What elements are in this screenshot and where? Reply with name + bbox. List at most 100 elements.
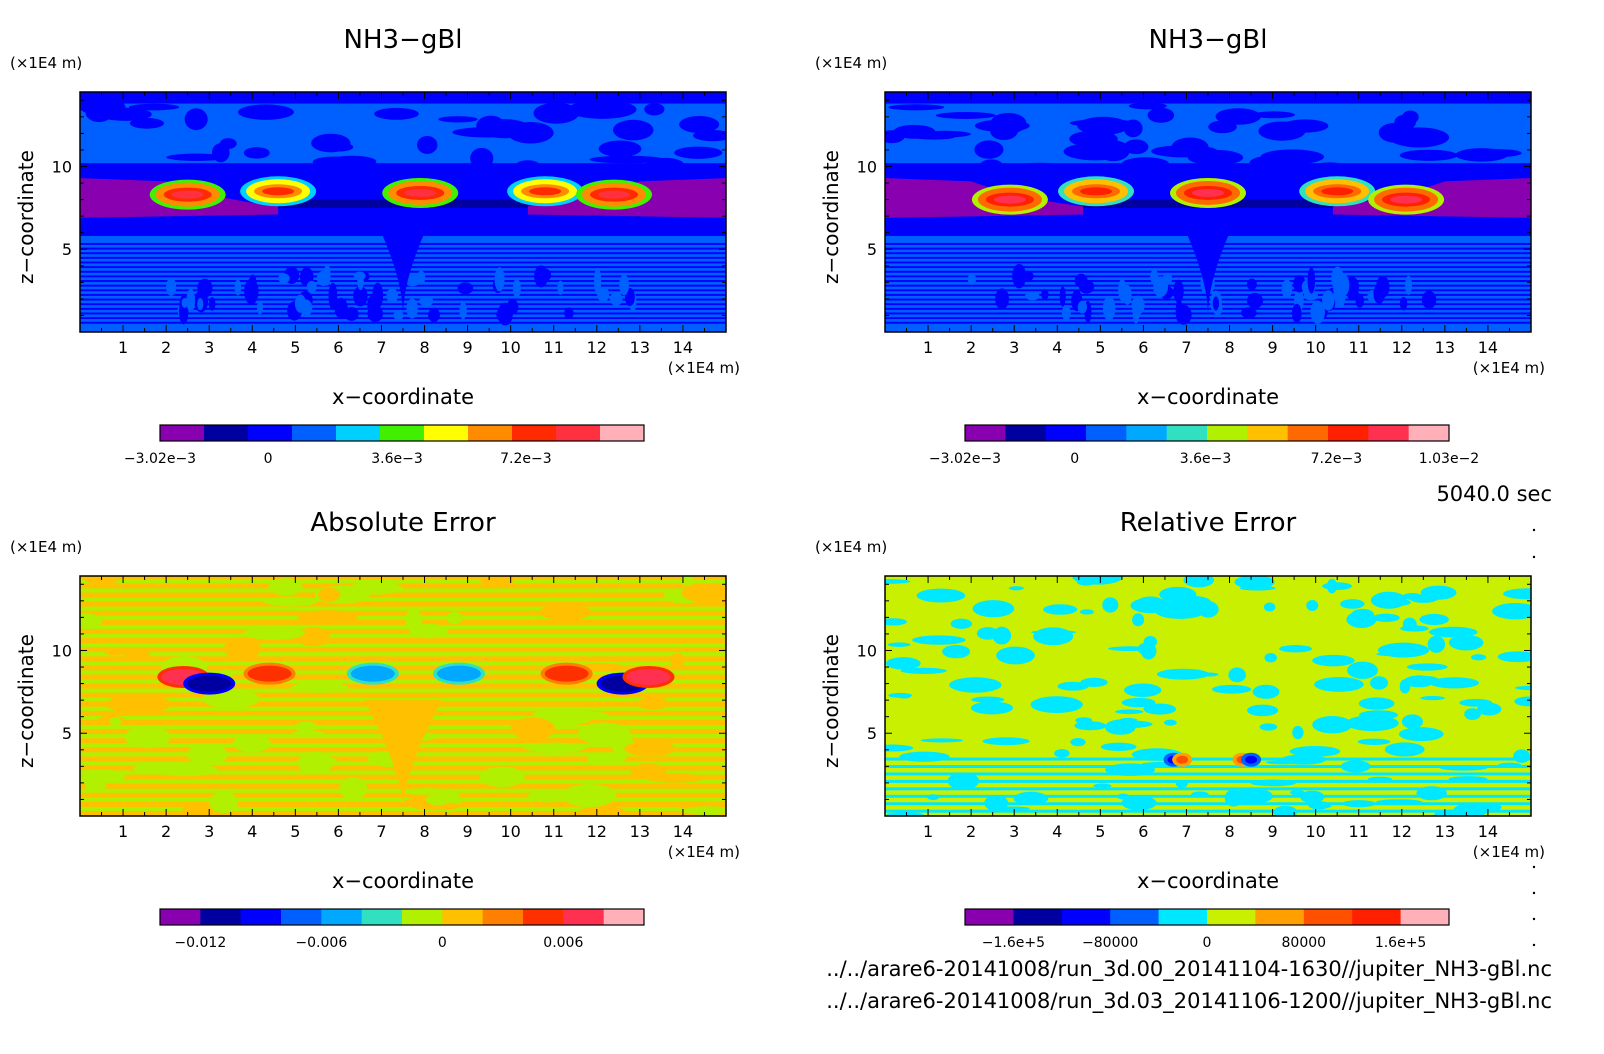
field-cell: [589, 155, 664, 164]
colorbar-swatch: [1166, 425, 1208, 441]
x-tick-label: 1: [118, 338, 128, 357]
x-axis-label: x−coordinate: [1137, 869, 1279, 893]
colorbar-swatch: [512, 425, 557, 441]
field-cell: [942, 644, 971, 659]
field-stripe: [80, 615, 726, 620]
field-cell: [1351, 608, 1374, 620]
field-cell: [411, 801, 461, 811]
colorbar-swatch: [160, 425, 205, 441]
field-cell: [996, 646, 1035, 665]
colorbar-swatch: [1045, 425, 1087, 441]
x-axis-label: x−coordinate: [332, 869, 474, 893]
field-cell: [244, 278, 259, 305]
field-cell: [1224, 789, 1243, 807]
x-tick-label: 13: [1435, 338, 1455, 357]
x-tick-label: 7: [1181, 822, 1191, 841]
field-cell: [612, 119, 654, 141]
x-tick-label: 13: [630, 338, 650, 357]
field-cell: [1156, 668, 1210, 680]
field-cell: [916, 588, 966, 603]
field-cell: [1132, 613, 1145, 627]
field-column: [364, 700, 442, 808]
field-cell: [1147, 107, 1175, 123]
y-tick-label: 5: [867, 724, 877, 743]
field-cell: [1059, 286, 1066, 307]
x-tick-label: 13: [1435, 822, 1455, 841]
field-cell: [372, 282, 384, 309]
field-cell: [1123, 683, 1162, 697]
field-cell: [1292, 725, 1304, 740]
x-tick-label: 6: [333, 822, 343, 841]
colorbar-swatch: [248, 425, 293, 441]
field-cell: [1104, 719, 1136, 735]
field-cell: [109, 717, 122, 726]
field-cell: [1128, 102, 1167, 110]
field-cell: [885, 744, 914, 752]
field-cell: [386, 288, 399, 304]
marker-dot: [1532, 943, 1536, 947]
field-cell: [328, 282, 338, 311]
x-unit-label: (×1E4 m): [668, 359, 740, 377]
field-cell: [579, 805, 627, 816]
field-cell: [1372, 613, 1400, 622]
field-cell: [393, 310, 404, 321]
field-cell: [1075, 717, 1093, 724]
field-cell: [1373, 598, 1411, 607]
field-cell: [1401, 714, 1424, 729]
colorbar-swatch: [380, 425, 425, 441]
colorbar-swatch: [200, 909, 242, 925]
field-cell: [1307, 267, 1316, 294]
field-stripe: [885, 317, 1531, 320]
field-cell: [1212, 296, 1220, 311]
x-tick-label: 2: [966, 822, 976, 841]
field-cell: [367, 305, 383, 323]
feature-core: [626, 668, 671, 685]
field-cell: [428, 307, 440, 323]
colorbar-swatch: [281, 909, 322, 925]
field-cell: [243, 147, 270, 159]
field-cell: [1169, 595, 1211, 609]
field-cell: [646, 773, 704, 783]
field-cell: [208, 297, 216, 311]
field-cell: [82, 576, 122, 585]
field-cell: [1322, 582, 1352, 591]
x-tick-label: 7: [376, 822, 386, 841]
field-cell: [1119, 717, 1138, 723]
marker-dot: [1532, 891, 1536, 895]
x-tick-label: 4: [247, 338, 257, 357]
field-cell: [1514, 696, 1531, 707]
field-cell: [438, 116, 478, 123]
x-tick-label: 14: [673, 822, 693, 841]
colorbar-tick-label: −3.02e−3: [124, 451, 196, 467]
feature-core: [350, 665, 395, 682]
field-cell: [1420, 695, 1445, 701]
colorbar-swatch: [1126, 425, 1168, 441]
field-cell: [357, 273, 364, 291]
field-cell: [524, 742, 586, 753]
field-cell: [1347, 661, 1378, 679]
field-cell: [670, 653, 685, 667]
field-cell: [1122, 284, 1132, 305]
field-cell: [1398, 727, 1444, 742]
field-cell: [1012, 263, 1027, 289]
field-cell: [893, 124, 936, 139]
field-stripe: [885, 765, 1531, 768]
field-cell: [1123, 139, 1149, 155]
field-cell: [128, 103, 180, 111]
field-cell: [186, 288, 196, 313]
field-cell: [1100, 742, 1137, 751]
field-cell: [886, 812, 924, 816]
x-tick-label: 10: [500, 822, 520, 841]
field-stripe: [80, 670, 726, 675]
field-cell: [1246, 704, 1279, 717]
field-cell: [972, 600, 1015, 618]
field-stripe: [80, 697, 726, 702]
field-cell: [528, 789, 567, 803]
field-stripe: [80, 579, 726, 584]
colorbar-swatch: [965, 909, 1014, 925]
field-cell: [99, 107, 152, 121]
field-cell: [970, 701, 1014, 715]
field-cell: [1314, 677, 1364, 692]
field-column: [381, 232, 425, 316]
